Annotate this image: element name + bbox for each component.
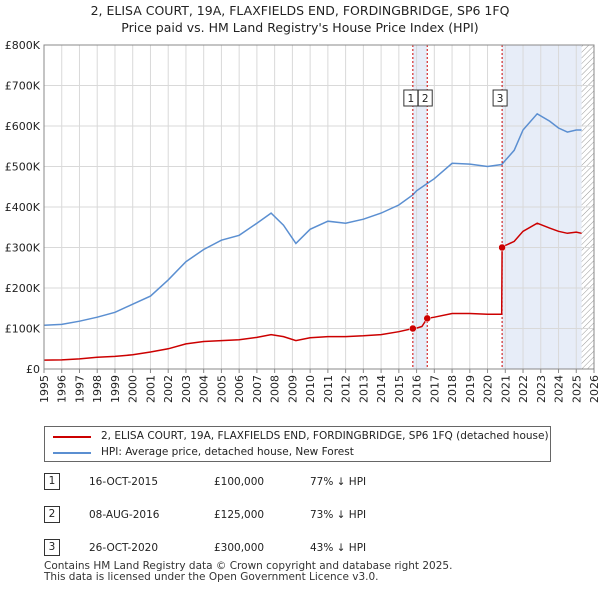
x-tick-label-1996: 1996 [56, 375, 69, 403]
x-tick-label-2001: 2001 [144, 375, 157, 403]
x-tick-label-1998: 1998 [91, 375, 104, 403]
transaction-point-2 [423, 314, 431, 323]
y-tick-label-4: £400K [5, 201, 41, 214]
legend-item-blue: HPI: Average price, detached house, New … [45, 445, 550, 461]
x-tick-label-1997: 1997 [73, 375, 86, 403]
y-tick-label-8: £800K [5, 39, 41, 52]
transaction-label-2: 2 [422, 93, 429, 105]
y-tick-label-1: £100K [5, 323, 41, 336]
sale-number-box-3: 3 [44, 539, 60, 556]
sale-hpi-2: 73% ↓ HPI [310, 509, 367, 521]
x-tick-label-2019: 2019 [464, 375, 477, 403]
sale-price-1: £100,000 [214, 476, 265, 488]
sale-number-box-1: 1 [44, 473, 60, 490]
x-tick-label-2008: 2008 [269, 375, 282, 403]
x-tick-label-1999: 1999 [109, 375, 122, 403]
x-tick-label-2024: 2024 [553, 375, 566, 403]
x-tick-label-2006: 2006 [233, 375, 246, 403]
x-tick-label-2026: 2026 [588, 375, 600, 403]
chart-title-line2: Price paid vs. HM Land Registry's House … [121, 20, 479, 35]
sale-date-1: 16-OCT-2015 [89, 476, 158, 488]
y-tick-label-0: £0 [26, 363, 40, 376]
transaction-point-1 [409, 324, 417, 333]
x-tick-label-2009: 2009 [286, 375, 299, 403]
legend-label-red: 2, ELISA COURT, 19A, FLAXFIELDS END, FOR… [101, 430, 549, 442]
sale-price-3: £300,000 [214, 542, 265, 554]
legend-swatch-red [53, 436, 91, 438]
x-tick-label-2025: 2025 [570, 375, 583, 403]
sale-price-2: £125,000 [214, 509, 265, 521]
sale-number-box-2: 2 [44, 506, 60, 523]
x-tick-label-2010: 2010 [304, 375, 317, 403]
x-tick-label-2011: 2011 [322, 375, 335, 403]
legend-label-blue: HPI: Average price, detached house, New … [101, 446, 354, 458]
plot-area-frame [43, 44, 595, 370]
sale-date-3: 26-OCT-2020 [89, 542, 158, 554]
transaction-label-box-2 [417, 89, 433, 107]
sale-date-2: 08-AUG-2016 [89, 509, 160, 521]
legend-swatch-blue [53, 452, 91, 454]
x-tick-label-2000: 2000 [127, 375, 140, 403]
legend-item-red: 2, ELISA COURT, 19A, FLAXFIELDS END, FOR… [45, 429, 550, 445]
y-tick-label-7: £700K [5, 80, 41, 93]
x-tick-label-2014: 2014 [375, 375, 388, 403]
x-tick-label-2016: 2016 [411, 375, 424, 403]
x-tick-label-2017: 2017 [428, 375, 441, 403]
transaction-label-3: 3 [497, 93, 504, 105]
y-tick-label-6: £600K [5, 120, 41, 133]
series-line-property [43, 222, 582, 361]
footer-licence: This data is licensed under the Open Gov… [44, 571, 379, 583]
chart-title-line1: 2, ELISA COURT, 19A, FLAXFIELDS END, FOR… [90, 3, 510, 18]
x-tick-label-2022: 2022 [517, 375, 530, 403]
x-tick-label-2015: 2015 [393, 375, 406, 403]
x-tick-label-2007: 2007 [251, 375, 264, 403]
x-tick-label-2012: 2012 [340, 375, 353, 403]
x-tick-label-2020: 2020 [482, 375, 495, 403]
sale-hpi-3: 43% ↓ HPI [310, 542, 367, 554]
x-tick-label-2013: 2013 [357, 375, 370, 403]
transaction-label-box-3 [492, 89, 508, 107]
x-tick-label-2023: 2023 [535, 375, 548, 403]
x-tick-label-2005: 2005 [215, 375, 228, 403]
x-tick-label-2021: 2021 [499, 375, 512, 403]
legend: 2, ELISA COURT, 19A, FLAXFIELDS END, FOR… [44, 426, 551, 462]
footer-copyright: Contains HM Land Registry data © Crown c… [44, 560, 453, 572]
x-tick-label-2003: 2003 [180, 375, 193, 403]
transaction-point-3 [498, 243, 506, 252]
x-tick-label-2002: 2002 [162, 375, 175, 403]
y-tick-label-3: £300K [5, 242, 41, 255]
transaction-label-1: 1 [408, 93, 415, 105]
y-tick-label-2: £200K [5, 282, 41, 295]
x-tick-label-1995: 1995 [38, 375, 51, 403]
series-line-hpi [43, 112, 582, 327]
x-tick-label-2004: 2004 [198, 375, 211, 403]
x-tick-label-2018: 2018 [446, 375, 459, 403]
sale-hpi-1: 77% ↓ HPI [310, 476, 367, 488]
y-tick-label-5: £500K [5, 161, 41, 174]
